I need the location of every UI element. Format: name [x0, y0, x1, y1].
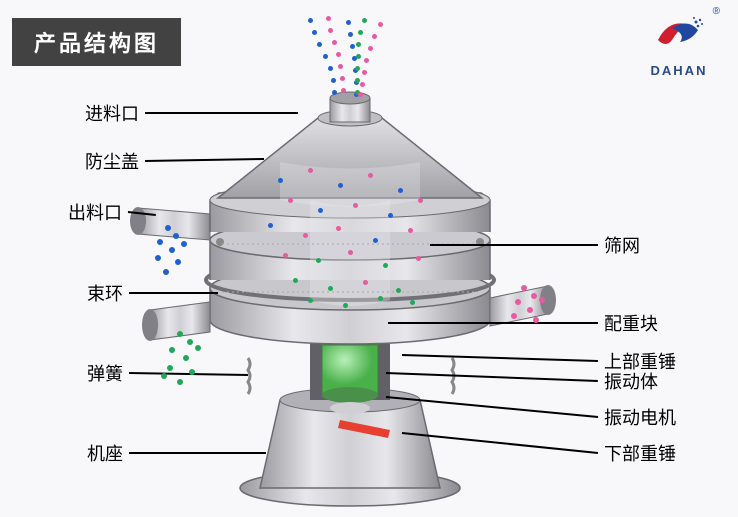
particle	[173, 233, 179, 239]
particle	[539, 297, 545, 303]
particle	[362, 70, 367, 75]
particle	[368, 46, 373, 51]
particle	[175, 259, 181, 265]
particle	[328, 286, 333, 291]
particle	[155, 255, 161, 261]
particle	[177, 331, 183, 337]
label-振动电机: 振动电机	[604, 404, 676, 430]
particle	[531, 293, 537, 299]
particle	[187, 339, 193, 345]
particle	[533, 317, 539, 323]
leader-line	[129, 292, 218, 294]
label-下部重锤: 下部重锤	[604, 440, 676, 466]
particle	[293, 278, 298, 283]
leader-line	[388, 322, 598, 324]
particle	[356, 42, 361, 47]
particle	[364, 58, 369, 63]
particle	[372, 34, 377, 39]
particle	[328, 66, 333, 71]
particle	[388, 213, 393, 218]
particle	[340, 76, 345, 81]
particle	[360, 82, 365, 87]
particle	[332, 90, 337, 95]
particle	[189, 369, 195, 375]
particle	[348, 250, 353, 255]
label-进料口: 进料口	[85, 100, 139, 126]
particle	[332, 40, 337, 45]
particle	[331, 78, 336, 83]
particle	[308, 298, 313, 303]
particle	[416, 256, 421, 261]
particle	[368, 173, 373, 178]
particle	[511, 313, 517, 319]
particle	[355, 66, 360, 71]
particle	[161, 373, 167, 379]
particle	[323, 54, 328, 59]
particle	[283, 253, 288, 258]
particle	[317, 42, 322, 47]
particle	[288, 198, 293, 203]
particle	[515, 299, 521, 305]
particle	[268, 223, 273, 228]
particle	[527, 307, 533, 313]
particle	[418, 198, 423, 203]
particle	[195, 345, 201, 351]
particle	[165, 225, 171, 231]
particle	[348, 32, 353, 37]
particle	[336, 52, 341, 57]
particle	[177, 379, 183, 385]
particle	[358, 92, 363, 97]
particle	[350, 44, 355, 49]
particle	[181, 241, 187, 247]
leader-line	[129, 452, 266, 454]
particle	[363, 280, 368, 285]
particle	[346, 20, 351, 25]
particle	[362, 18, 367, 23]
particle	[356, 54, 361, 59]
particle	[358, 30, 363, 35]
label-机座: 机座	[87, 440, 123, 466]
label-振动体: 振动体	[604, 368, 658, 394]
label-出料口: 出料口	[68, 199, 122, 225]
particle	[167, 365, 173, 371]
label-弹簧: 弹簧	[87, 360, 123, 386]
particle	[316, 258, 321, 263]
particle	[378, 296, 383, 301]
particle	[278, 178, 283, 183]
particle	[303, 233, 308, 238]
particle	[338, 64, 343, 69]
particle	[398, 188, 403, 193]
particle	[396, 288, 401, 293]
particle	[338, 183, 343, 188]
particle	[383, 263, 388, 268]
label-筛网: 筛网	[604, 232, 640, 258]
particle	[157, 239, 163, 245]
particle	[312, 30, 317, 35]
particle	[353, 203, 358, 208]
particle	[318, 208, 323, 213]
particle	[183, 355, 189, 361]
label-防尘盖: 防尘盖	[85, 148, 139, 174]
particle	[408, 228, 413, 233]
leader-line	[145, 112, 298, 114]
particle	[308, 168, 313, 173]
particle	[336, 226, 341, 231]
particle	[410, 300, 415, 305]
label-束环: 束环	[87, 280, 123, 306]
particle	[378, 22, 383, 27]
particle	[521, 285, 527, 291]
particle	[355, 78, 360, 83]
particle	[341, 88, 346, 93]
particle	[373, 238, 378, 243]
leader-line	[430, 244, 598, 246]
particle	[326, 16, 331, 21]
particle	[308, 18, 313, 23]
particle	[169, 347, 175, 353]
particle	[343, 303, 348, 308]
particle	[328, 28, 333, 33]
label-配重块: 配重块	[604, 310, 658, 336]
particle	[169, 247, 175, 253]
particle	[163, 269, 169, 275]
